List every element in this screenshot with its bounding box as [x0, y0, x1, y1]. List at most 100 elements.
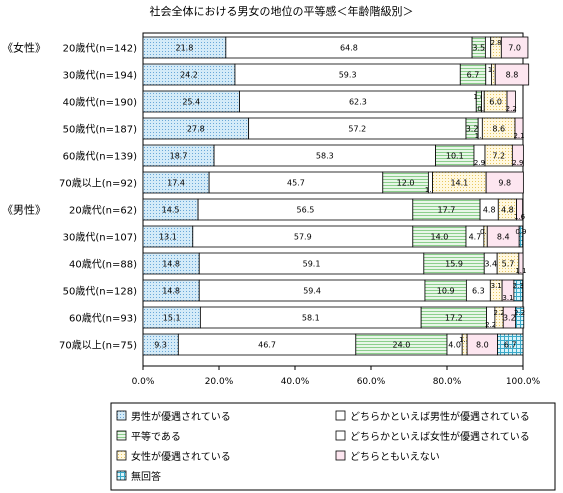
x-tick-label: 0.0%	[132, 377, 155, 387]
data-label: 15.1	[163, 314, 181, 323]
data-label: 7.0	[508, 44, 521, 53]
data-label: 1.6	[514, 213, 526, 221]
data-label: 12.0	[397, 179, 415, 188]
data-label: 14.8	[162, 287, 180, 296]
category-label: 50歳代(n=128)	[63, 286, 137, 298]
data-label: 64.8	[340, 44, 358, 53]
category-label: 40歳代(n=190)	[63, 97, 137, 109]
bar-segment	[497, 333, 524, 356]
data-label: 8.4	[497, 233, 510, 242]
data-label: 3.2	[466, 125, 479, 134]
data-label: 2.2	[493, 309, 504, 317]
data-label: 1.1	[515, 267, 526, 275]
bar-segment	[518, 225, 524, 248]
data-label: 18.7	[170, 152, 188, 161]
data-label: 9.3	[154, 341, 167, 350]
bar-segment	[514, 117, 524, 140]
data-label: 24.0	[392, 341, 410, 350]
data-label: 46.7	[258, 341, 276, 350]
data-label: 14.0	[430, 233, 448, 242]
data-label: 1.4	[473, 93, 485, 101]
data-label: 3.5	[472, 44, 485, 53]
legend-swatch	[116, 470, 127, 481]
data-label: 1.3	[459, 336, 470, 344]
data-label: 24.2	[180, 71, 198, 80]
legend-swatch	[335, 410, 346, 421]
data-label: 3.2	[503, 314, 516, 323]
bar-segment	[511, 144, 524, 167]
category-label: 30歳代(n=194)	[63, 70, 137, 82]
bar-segment	[513, 279, 524, 302]
bar-segment	[516, 198, 524, 221]
category-label: 20歳代(n=62)	[69, 205, 137, 217]
bar-segment	[494, 63, 530, 86]
legend-swatch	[116, 450, 127, 461]
legend-label: どちらかといえば女性が優遇されている	[350, 430, 530, 443]
group-label-0: 《女性》	[2, 41, 46, 55]
category-label: 60歳代(n=93)	[69, 313, 137, 325]
category-label: 70歳以上(n=92)	[59, 178, 137, 190]
data-label: 6.0	[489, 98, 502, 107]
x-tick-label: 80.0%	[433, 377, 462, 387]
legend-label: 無回答	[131, 470, 161, 483]
x-tick-label: 60.0%	[357, 377, 386, 387]
data-label: 58.3	[316, 152, 334, 161]
data-label: 21.8	[176, 44, 194, 53]
data-label: 2.9	[474, 159, 485, 167]
data-label: 45.7	[287, 179, 305, 188]
data-label: 15.9	[445, 260, 463, 269]
data-label: 4.0	[448, 341, 461, 350]
legend-label: 男性が優遇されている	[131, 410, 231, 423]
data-label: 8.8	[506, 71, 519, 80]
legend-label: どちらかといえば男性が優遇されている	[350, 410, 530, 423]
data-label: 8.0	[476, 341, 489, 350]
data-label: 3.4	[484, 260, 497, 269]
data-label: 2.2	[514, 309, 525, 317]
x-tick-label: 40.0%	[281, 377, 310, 387]
data-label: 10.1	[446, 152, 464, 161]
data-label: 6.7	[504, 341, 517, 350]
legend-swatch	[116, 430, 127, 441]
data-label: 2.8	[490, 39, 501, 47]
data-label: 62.3	[349, 98, 367, 107]
data-label: 59.4	[303, 287, 321, 296]
data-label: 1.1	[475, 132, 486, 140]
data-label: 17.2	[445, 314, 463, 323]
legend-swatch	[335, 430, 346, 441]
bar-segment	[500, 36, 529, 59]
data-label: 6.7	[467, 71, 480, 80]
data-label: 59.3	[339, 71, 357, 80]
data-label: 56.5	[297, 206, 315, 215]
data-label: 27.8	[187, 125, 205, 134]
data-label: 2.3	[513, 282, 524, 290]
data-label: 17.4	[167, 179, 185, 188]
data-label: 6.3	[472, 287, 485, 296]
group-label-1: 《男性》	[2, 203, 46, 217]
data-label: 25.4	[182, 98, 200, 107]
data-label: 5.7	[502, 260, 515, 269]
data-label: 14.8	[162, 260, 180, 269]
data-label: 4.8	[483, 206, 496, 215]
chart-title: 社会全体における男女の地位の平等感＜年齢階級別＞	[149, 5, 414, 18]
data-label: 0.9	[480, 228, 491, 236]
data-label: 1.1	[425, 186, 436, 194]
data-label: 13.1	[159, 233, 177, 242]
category-label: 20歳代(n=142)	[63, 43, 137, 55]
data-label: 57.9	[294, 233, 312, 242]
category-label: 70歳以上(n=75)	[59, 340, 137, 352]
data-label: 8.6	[492, 125, 505, 134]
data-label: 14.1	[450, 179, 468, 188]
legend-label: 平等である	[131, 430, 181, 443]
data-label: 9.8	[498, 179, 511, 188]
category-label: 30歳代(n=107)	[63, 232, 137, 244]
bar-segment	[506, 90, 516, 113]
data-label: 17.7	[438, 206, 456, 215]
legend-frame	[110, 402, 556, 491]
data-label: 0.7	[477, 105, 488, 113]
bar-segment	[515, 306, 525, 329]
data-label: 7.2	[492, 152, 505, 161]
data-label: 14.5	[162, 206, 180, 215]
legend-label: どちらともいえない	[350, 451, 440, 463]
data-label: 58.1	[302, 314, 320, 323]
